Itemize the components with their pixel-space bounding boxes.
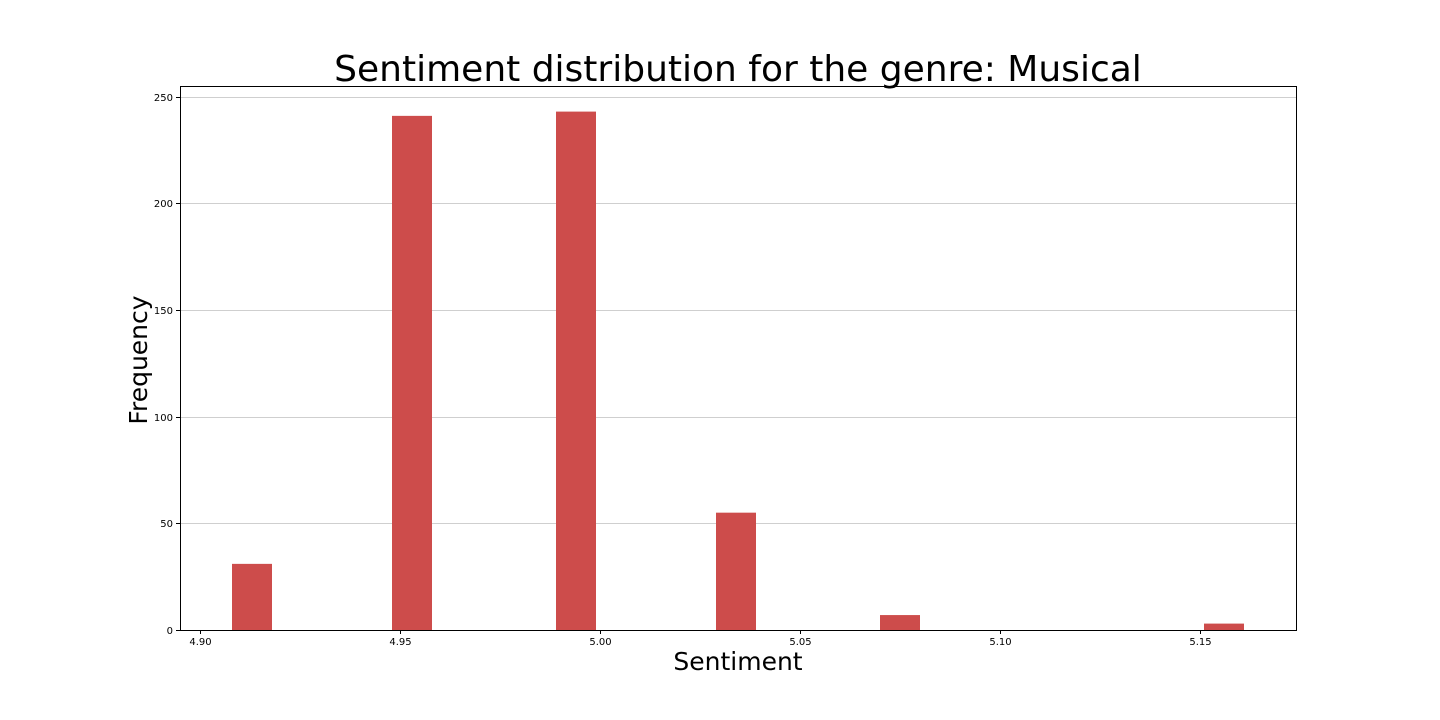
histogram-bar [716,512,756,630]
x-tick-label: 5.05 [789,637,811,648]
chart-title: Sentiment distribution for the genre: Mu… [334,49,1142,90]
histogram-bar [556,111,596,631]
histogram-bar [392,115,432,630]
histogram-bar [1204,623,1244,630]
x-tick-label: 5.10 [989,637,1011,648]
x-axis-ticks: 4.90 4.95 5.00 5.05 5.10 5.15 [189,630,1212,648]
y-tick-label: 200 [154,199,173,210]
histogram-bar [880,615,920,630]
y-tick-label: 50 [160,519,173,530]
y-tick-label: 250 [154,93,173,104]
x-tick-label: 5.15 [1189,637,1211,648]
bars [232,111,1244,631]
histogram-bar [232,563,272,630]
grid-lines [180,97,1296,524]
y-axis-ticks: 0 50 100 150 200 250 [154,93,180,637]
x-tick-label: 4.90 [189,637,211,648]
x-axis-label: Sentiment [673,647,802,676]
y-axis-label: Frequency [124,295,153,424]
y-tick-label: 100 [154,413,173,424]
y-tick-label: 150 [154,306,173,317]
plot-frame [180,86,1297,631]
y-tick-label: 0 [167,626,173,637]
x-tick-label: 5.00 [589,637,611,648]
x-tick-label: 4.95 [389,637,411,648]
